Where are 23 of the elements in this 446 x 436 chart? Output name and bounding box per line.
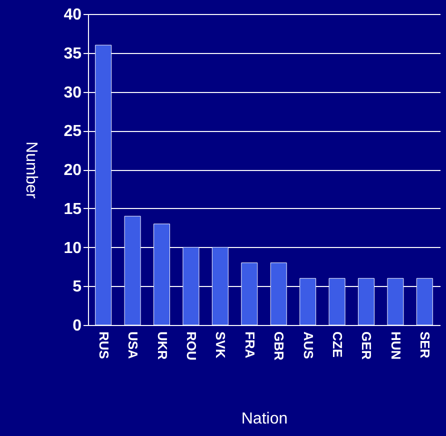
y-tick-label: 5	[72, 278, 82, 296]
y-tick-label: 20	[64, 162, 82, 179]
x-tick-label: RUS	[96, 332, 112, 360]
x-tick-label: UKR	[154, 332, 170, 360]
y-tick-label: 0	[72, 318, 82, 334]
x-tick-label: ROU	[184, 332, 199, 360]
x-tick-label: HUN	[388, 332, 404, 360]
y-tick-label: 25	[64, 123, 82, 140]
x-tick-label: SVK	[213, 332, 228, 359]
y-tick-label: 40	[64, 6, 82, 24]
x-axis-title: Nation	[241, 410, 288, 428]
x-tick-label: USA	[126, 332, 141, 360]
y-tick-label: 30	[64, 84, 82, 102]
y-axis-title: Number	[22, 142, 40, 200]
x-tick-label: CZE	[330, 332, 346, 358]
y-tick-label: 10	[64, 240, 82, 257]
x-tick-label: AUS	[300, 332, 316, 360]
x-tick-label: GBR	[272, 332, 287, 361]
y-tick-label: 35	[64, 45, 82, 62]
x-tick-label: SER	[418, 332, 433, 359]
x-tick-label: FRA	[242, 332, 258, 359]
x-tick-label: GER	[359, 332, 374, 360]
y-tick-label: 15	[64, 200, 82, 218]
